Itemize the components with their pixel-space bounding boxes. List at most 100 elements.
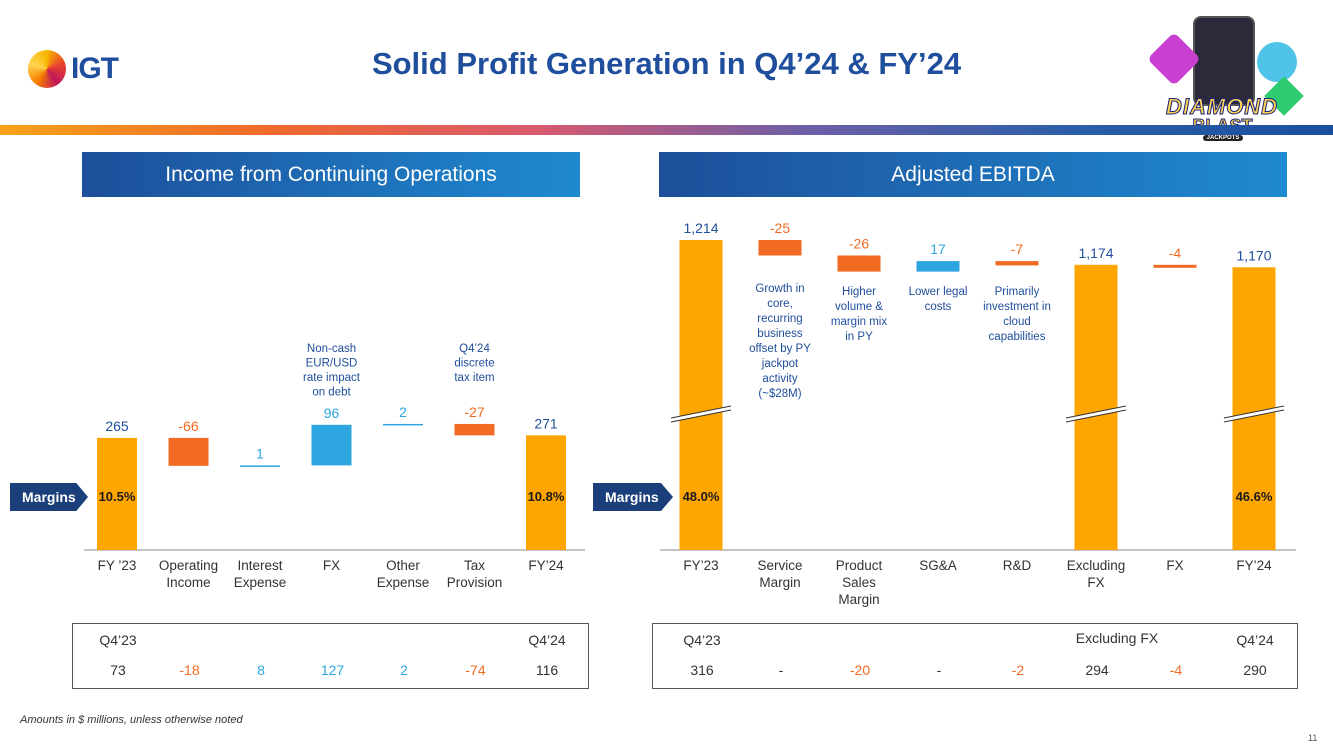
table-cell: 127 [320, 662, 345, 678]
data-label-other-expense: 2 [399, 404, 407, 420]
bar-tax-provision [454, 423, 495, 436]
margins-tag-right: Margins [593, 483, 673, 511]
ebitda-waterfall-chart: 1,214 48.0% FY’23 -25 Service Margin -26 Produc… [660, 220, 1296, 607]
table-header-mid: Excluding FX [1075, 630, 1159, 646]
tick-label-product-sales-margin: Product [836, 558, 883, 573]
table-cell: 116 [535, 662, 559, 678]
annotation-text: business [757, 328, 803, 340]
income-waterfall-chart: 265 10.5% FY ’23 -66 Operating Income 1 Interes… [84, 343, 585, 590]
data-label-interest-expense: 1 [256, 445, 264, 461]
axis-break-gap [671, 406, 731, 422]
annotation-text: Growth in [755, 283, 804, 295]
tick-label-service-margin: Service [757, 558, 802, 573]
annotation-text: EUR/USD [306, 358, 358, 370]
tick-label-tax-provision: Provision [447, 575, 503, 590]
bar-fy-23 [679, 240, 723, 550]
annotation-text: (~$28M) [758, 388, 801, 400]
promo-title: DIAMOND [1165, 94, 1279, 120]
bar-r-d [995, 261, 1039, 266]
tick-label-sg-a: SG&A [919, 558, 957, 573]
tick-label-fx: FX [323, 558, 340, 573]
footnote: Amounts in $ millions, unless otherwise … [20, 714, 243, 726]
margin-label: 10.8% [528, 489, 565, 504]
table-cell: -20 [849, 662, 871, 678]
table-header-right: Q4’24 [1236, 632, 1274, 648]
page-number: 11 [1308, 733, 1318, 743]
tick-label-fy-24: FY’24 [1236, 558, 1272, 573]
table-cell: 294 [1085, 662, 1109, 678]
table-cell: - [936, 662, 942, 678]
bar-operating-income [168, 437, 209, 466]
annotation-text: volume & [835, 301, 883, 313]
margin-label: 46.6% [1236, 489, 1273, 504]
tick-label-interest-expense: Expense [234, 575, 287, 590]
margin-label: 10.5% [99, 489, 136, 504]
axis-break-mark [1065, 409, 1127, 423]
right-panel-heading: Adjusted EBITDA [659, 152, 1287, 197]
data-label-fy-24: 271 [534, 415, 558, 431]
data-label-fx: 96 [324, 405, 340, 421]
axis-break-mark [1223, 405, 1285, 419]
tick-label-other-expense: Expense [377, 575, 430, 590]
annotation-text: Non-cash [307, 343, 356, 355]
tick-label-interest-expense: Interest [237, 558, 282, 573]
bar-other-expense [383, 423, 423, 426]
annotation-text: rate impact [303, 372, 361, 384]
bar-fx [311, 424, 352, 466]
axis-break-mark [1223, 409, 1285, 423]
annotation-text: tax item [454, 372, 494, 384]
table-cell: 2 [400, 662, 408, 678]
tick-label-fy-23: FY’23 [683, 558, 718, 573]
tick-label-fy-24: FY’24 [528, 558, 564, 573]
annotation-text: offset by PY [749, 343, 811, 355]
axis-break-mark [670, 409, 732, 423]
tick-label-other-expense: Other [386, 558, 420, 573]
table-cell: 8 [257, 662, 265, 678]
data-label-r-d: -7 [1011, 241, 1024, 257]
igt-logo: IGT [28, 50, 119, 88]
data-label-fx: -4 [1169, 245, 1182, 261]
income-quarterly-table: Q4’23 Q4’24 73 -18 8 127 2 -74 116 [72, 623, 589, 689]
tick-label-service-margin: Margin [759, 575, 800, 590]
bar-fy-23 [97, 437, 137, 550]
table-cell: -18 [179, 662, 200, 678]
annotation-text: recurring [757, 313, 802, 325]
annotation-text: Lower legal [909, 286, 968, 298]
annotation-text: jackpot [761, 358, 799, 370]
data-label-product-sales-margin: -26 [849, 236, 869, 252]
header-stripe [0, 125, 1333, 135]
bar-fx [1153, 264, 1197, 268]
tick-label-excluding-fx: Excluding [1067, 558, 1126, 573]
phone-icon [1193, 16, 1255, 106]
table-cell: 73 [110, 662, 126, 678]
tick-label-product-sales-margin: Margin [838, 592, 879, 607]
diamond-blast-promo-image: DIAMOND BLAST JACKPOTS [1145, 12, 1315, 142]
annotation-text: on debt [312, 387, 351, 399]
data-label-service-margin: -25 [770, 220, 790, 236]
table-cell: - [778, 662, 784, 678]
table-cell: 290 [1243, 662, 1267, 678]
annotation-text: margin mix [831, 316, 887, 328]
tick-label-operating-income: Operating [159, 558, 218, 573]
ebitda-quarterly-table: Q4’23 Q4’24 Excluding FX 316 - -20 - -2 294 -4 290 [652, 623, 1298, 689]
annotation-text: investment in [983, 301, 1051, 313]
annotation-text: Primarily [995, 286, 1040, 298]
table-header-left: Q4’23 [683, 632, 721, 648]
data-label-fy-23: 265 [105, 418, 129, 434]
data-label-excluding-fx: 1,174 [1078, 245, 1113, 261]
axis-break-gap [1066, 406, 1126, 422]
data-label-sg-a: 17 [930, 241, 946, 257]
tick-label-tax-provision: Tax [464, 558, 485, 573]
logo-text: IGT [71, 52, 119, 85]
annotation-text: activity [762, 373, 797, 385]
page-title: Solid Profit Generation in Q4’24 & FY’24 [371, 46, 962, 81]
bar-interest-expense [240, 465, 280, 467]
data-label-fy-23: 1,214 [683, 220, 718, 236]
annotation-text: costs [925, 301, 952, 313]
table-cell: 316 [690, 662, 714, 678]
axis-break-gap [1224, 406, 1284, 422]
annotation-text: core, [767, 298, 793, 310]
annotation-text: discrete [454, 358, 494, 370]
bar-service-margin [758, 240, 802, 256]
annotation-text: Q4’24 [459, 343, 490, 355]
